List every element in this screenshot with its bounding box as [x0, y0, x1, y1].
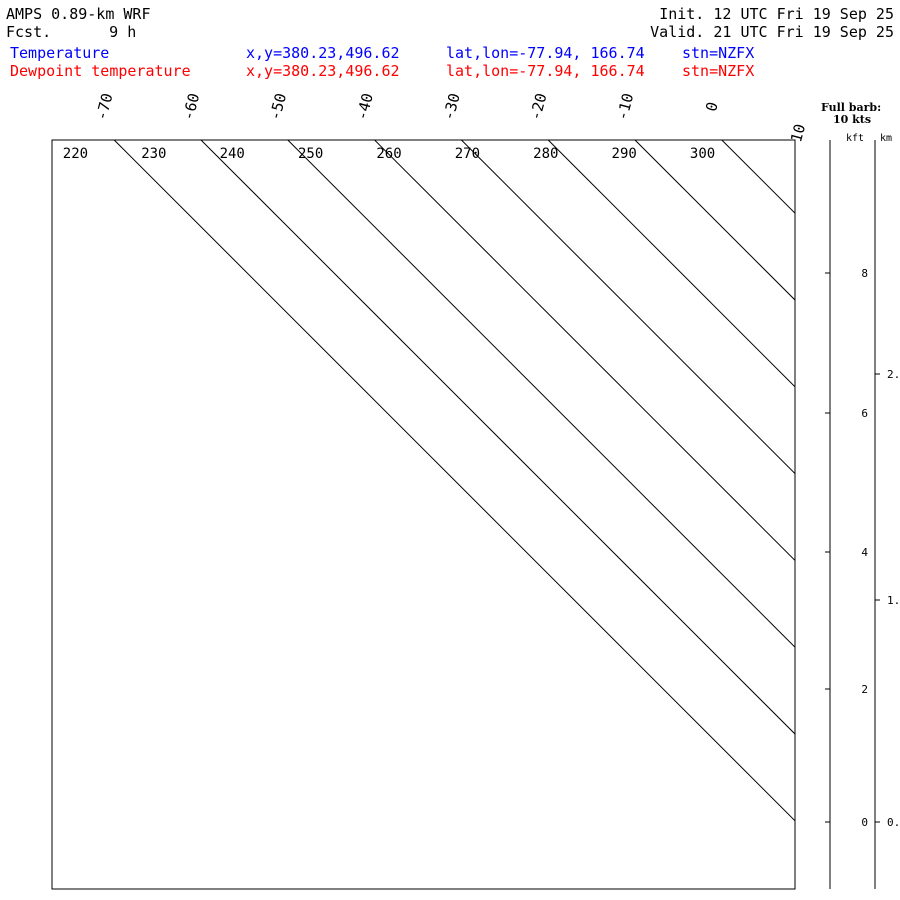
dry-adiabat-label: 280 — [533, 146, 558, 162]
dry-adiabat-label: 250 — [298, 146, 323, 162]
isotherm-line — [461, 140, 795, 475]
label-layer: 7008009001000-70-60-50-40-30-20-10010220… — [63, 91, 809, 162]
temperature-latlon: lat,lon=-77.94, 166.74 — [446, 44, 645, 62]
forecast-label: Fcst. 9 h — [6, 23, 136, 41]
isotherm-label: -70 — [92, 91, 116, 122]
valid-time: Valid. 21 UTC Fri 19 Sep 25 — [650, 23, 894, 41]
dry-adiabat-label: 240 — [220, 146, 245, 162]
km-tick-label: 1. — [887, 594, 900, 607]
isotherm-label: 0 — [702, 100, 722, 113]
isotherm-line — [113, 140, 795, 822]
kft-axis-label: kft — [846, 133, 865, 144]
kft-tick-label: 6 — [861, 407, 868, 420]
dry-adiabat-label: 260 — [376, 146, 401, 162]
temperature-xy: x,y=380.23,496.62 — [246, 44, 400, 62]
isotherm-line — [374, 140, 795, 562]
barb-legend-title: Full barb: — [821, 101, 882, 114]
isotherm-line — [634, 140, 795, 301]
dewpoint-legend-label: Dewpoint temperature — [10, 62, 191, 80]
dry-adiabat-label: 220 — [63, 146, 88, 162]
km-tick-label: 0. — [887, 816, 900, 829]
isotherm-label: 10 — [787, 122, 809, 144]
isotherm-label: -10 — [613, 91, 637, 122]
isotherm-line — [287, 140, 795, 648]
dry-adiabat-label: 290 — [612, 146, 637, 162]
isotherm-line — [809, 140, 900, 889]
isotherm-line — [547, 140, 795, 388]
init-time: Init. 12 UTC Fri 19 Sep 25 — [659, 5, 894, 23]
forecast-hour: 9 h — [109, 23, 137, 41]
barb-legend-speed: 10 kts — [833, 113, 872, 126]
isotherm-label: -20 — [526, 91, 550, 122]
kft-tick-label: 4 — [861, 546, 868, 559]
isotherm-line — [200, 140, 795, 735]
wind-barb-layer: 0 2 4 6 8 0. 1. 2. — [825, 140, 900, 889]
dry-adiabat-label: 300 — [690, 146, 715, 162]
dewpoint-station: stn=NZFX — [682, 62, 755, 80]
forecast-label-text: Fcst. — [6, 23, 52, 41]
temperature-legend-label: Temperature — [10, 44, 110, 62]
km-tick-label: 2. — [887, 368, 900, 381]
isotherm-label: -50 — [266, 91, 290, 122]
plot-frame — [51, 139, 796, 890]
temperature-station: stn=NZFX — [682, 44, 755, 62]
dry-adiabat-label: 230 — [141, 146, 166, 162]
isotherm-layer — [113, 140, 900, 889]
model-title: AMPS 0.89-km WRF — [6, 5, 151, 23]
kft-tick-label: 0 — [861, 816, 868, 829]
dry-adiabat-label: 270 — [455, 146, 480, 162]
kft-tick-label: 2 — [861, 683, 868, 696]
dewpoint-xy: x,y=380.23,496.62 — [246, 62, 400, 80]
isotherm-label: -60 — [179, 91, 203, 122]
km-axis-label: km — [880, 133, 893, 144]
isotherm-label: -40 — [353, 91, 377, 122]
isotherm-label: -30 — [439, 91, 463, 122]
kft-tick-label: 8 — [861, 267, 868, 280]
dewpoint-latlon: lat,lon=-77.94, 166.74 — [446, 62, 645, 80]
